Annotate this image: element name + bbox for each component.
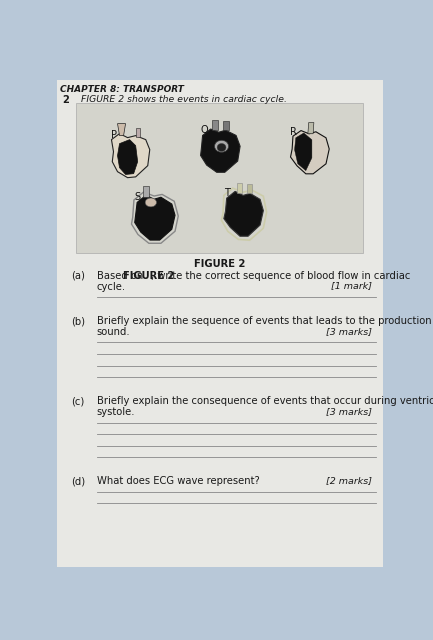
- Text: S: S: [135, 192, 141, 202]
- Polygon shape: [143, 186, 149, 197]
- Text: Briefly explain the consequence of events that occur during ventricular: Briefly explain the consequence of event…: [97, 396, 433, 406]
- Ellipse shape: [145, 198, 156, 207]
- Text: Based on: Based on: [97, 271, 146, 281]
- Polygon shape: [200, 129, 240, 172]
- Text: (c): (c): [71, 396, 84, 406]
- Text: T: T: [224, 188, 230, 198]
- FancyBboxPatch shape: [76, 103, 362, 253]
- Ellipse shape: [214, 140, 229, 152]
- Polygon shape: [291, 131, 329, 174]
- Text: FIGURE 2 shows the events in cardiac cycle.: FIGURE 2 shows the events in cardiac cyc…: [81, 95, 287, 104]
- Text: Q: Q: [200, 125, 208, 135]
- Text: P: P: [111, 131, 117, 140]
- Text: (a): (a): [71, 271, 85, 281]
- Ellipse shape: [217, 143, 226, 152]
- Polygon shape: [294, 133, 312, 171]
- FancyBboxPatch shape: [223, 121, 229, 131]
- Text: [2 marks]: [2 marks]: [326, 476, 372, 485]
- Text: (d): (d): [71, 476, 85, 486]
- Text: FIGURE 2: FIGURE 2: [123, 271, 174, 281]
- Polygon shape: [117, 140, 138, 175]
- Polygon shape: [237, 182, 242, 193]
- Text: [3 marks]: [3 marks]: [326, 327, 372, 336]
- Polygon shape: [308, 123, 314, 134]
- Text: FIGURE 2: FIGURE 2: [194, 259, 245, 269]
- Text: cycle.: cycle.: [97, 282, 126, 292]
- Text: CHAPTER 8: TRANSPORT: CHAPTER 8: TRANSPORT: [60, 84, 184, 93]
- Polygon shape: [135, 195, 175, 240]
- Text: 2: 2: [62, 95, 69, 105]
- Text: , write the correct sequence of blood flow in cardiac: , write the correct sequence of blood fl…: [151, 271, 410, 281]
- Polygon shape: [117, 124, 126, 136]
- Text: [3 marks]: [3 marks]: [326, 407, 372, 416]
- Polygon shape: [224, 191, 263, 236]
- Text: [1 mark]: [1 mark]: [331, 282, 372, 291]
- Polygon shape: [136, 127, 140, 137]
- Text: systole.: systole.: [97, 407, 135, 417]
- FancyBboxPatch shape: [212, 120, 218, 131]
- FancyBboxPatch shape: [57, 80, 383, 566]
- Text: R: R: [290, 127, 297, 136]
- Polygon shape: [111, 134, 150, 178]
- Polygon shape: [247, 184, 252, 193]
- Text: sound.: sound.: [97, 327, 130, 337]
- Text: Briefly explain the sequence of events that leads to the production of ‘dub’: Briefly explain the sequence of events t…: [97, 316, 433, 326]
- Text: What does ECG wave represent?: What does ECG wave represent?: [97, 476, 259, 486]
- Text: (b): (b): [71, 316, 85, 326]
